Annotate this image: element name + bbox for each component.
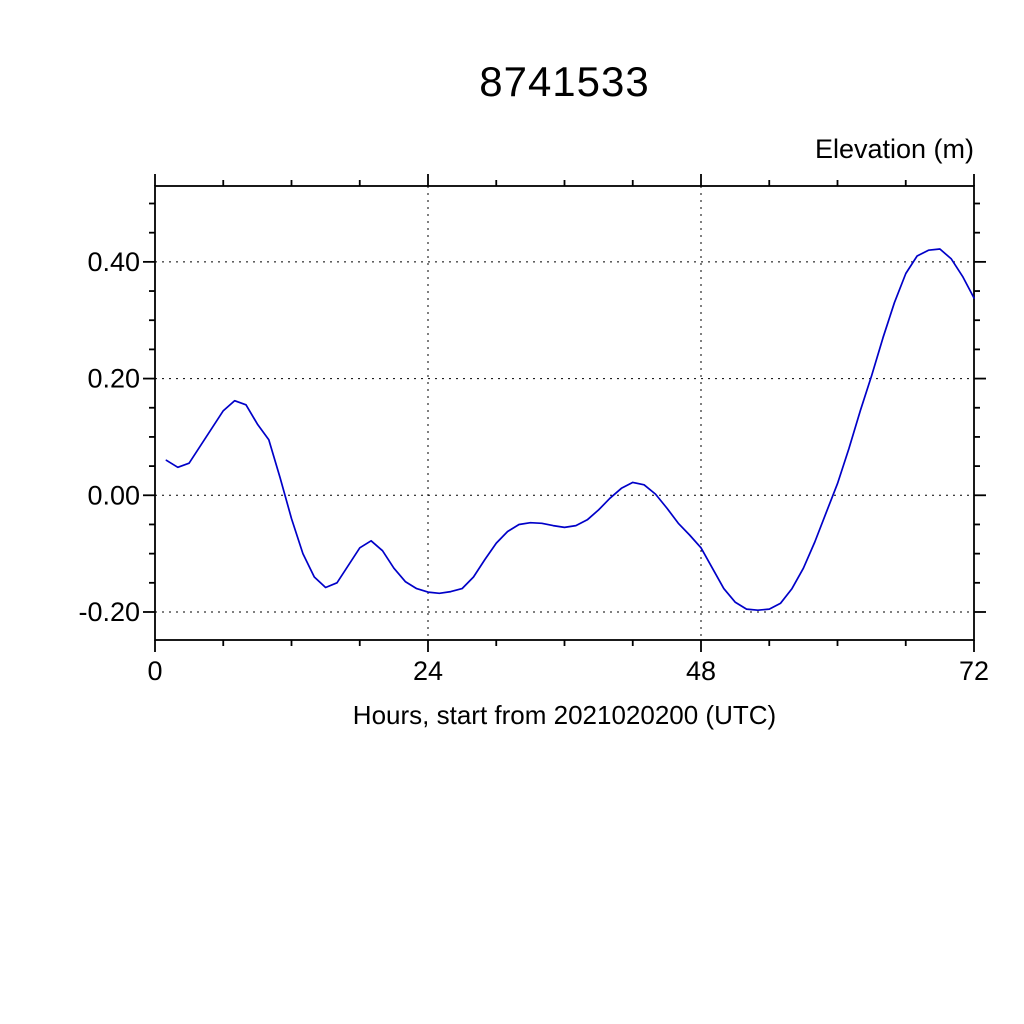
y-tick-label: 0.00 [87,480,140,510]
elevation-line [165,248,975,612]
x-axis-title: Hours, start from 2021020200 (UTC) [352,700,777,730]
x-tick-label: 48 [686,656,716,686]
x-tick-label: 24 [413,656,443,686]
y-tick-label: -0.20 [78,597,140,627]
plot-frame [154,185,975,641]
x-tick-label: 0 [147,656,162,686]
y-axis-title: Elevation (m) [814,134,974,164]
y-tick-label: 0.40 [87,247,140,277]
x-tick-label: 72 [959,656,989,686]
y-tick-label: 0.20 [87,364,140,394]
chart-title: 8741533 [479,58,650,105]
